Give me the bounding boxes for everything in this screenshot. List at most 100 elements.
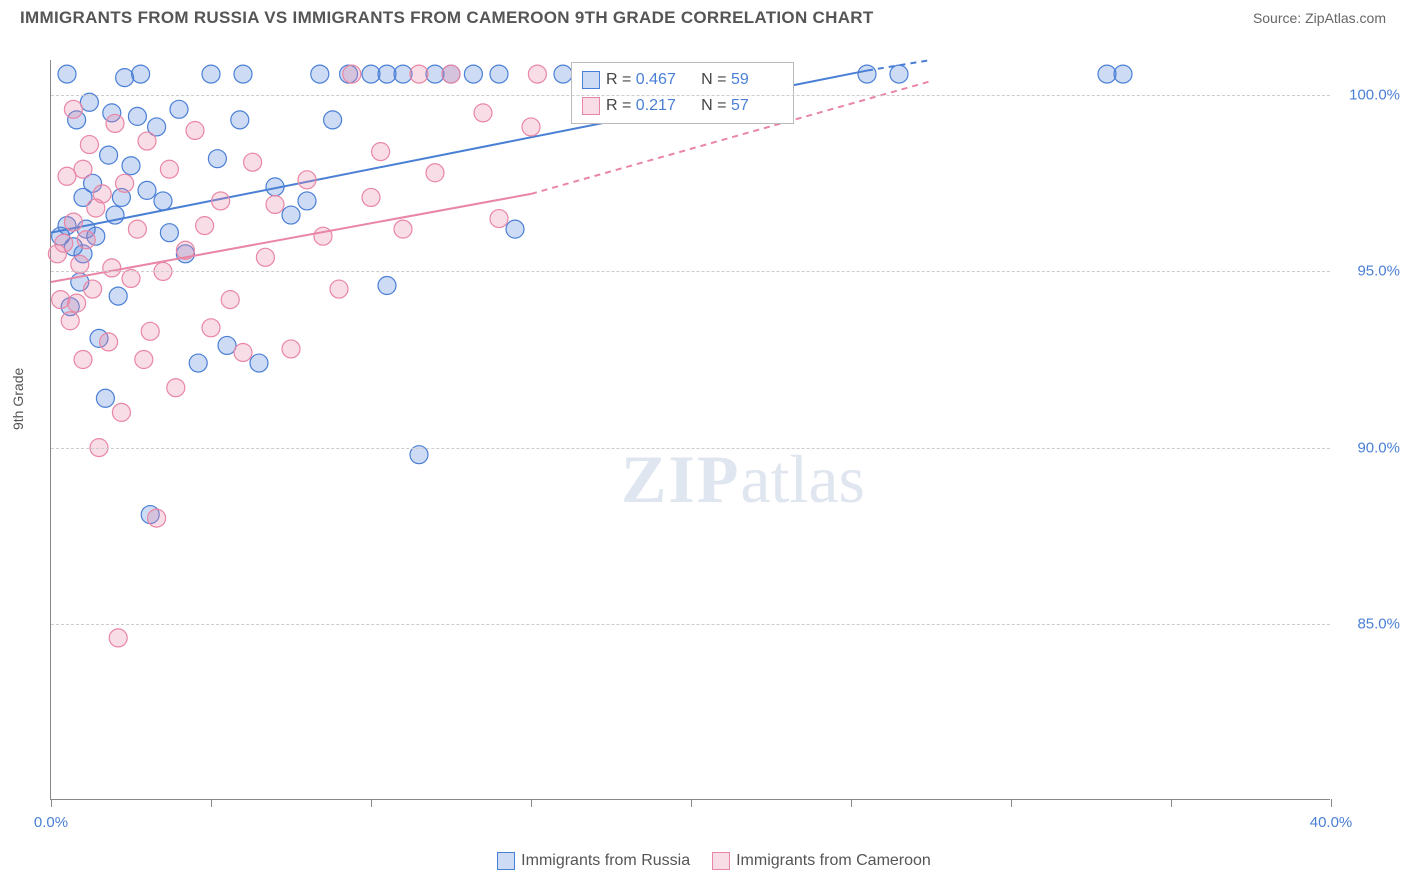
data-point xyxy=(74,351,92,369)
data-point xyxy=(314,227,332,245)
data-point xyxy=(394,65,412,83)
data-point xyxy=(282,206,300,224)
data-point xyxy=(343,65,361,83)
data-point xyxy=(426,65,444,83)
data-point xyxy=(464,65,482,83)
data-point xyxy=(250,354,268,372)
data-point xyxy=(132,65,150,83)
data-point xyxy=(890,65,908,83)
data-point xyxy=(122,157,140,175)
x-tick xyxy=(851,799,852,807)
x-tick xyxy=(1331,799,1332,807)
data-point xyxy=(378,277,396,295)
x-tick xyxy=(531,799,532,807)
y-tick-label: 85.0% xyxy=(1340,615,1400,632)
plot-svg xyxy=(51,60,1331,800)
data-point xyxy=(490,210,508,228)
stat-r-value: 0.467 xyxy=(636,67,688,93)
data-point xyxy=(167,379,185,397)
data-point xyxy=(528,65,546,83)
stats-legend-box: R = 0.467 N = 59R = 0.217 N = 57 xyxy=(571,62,794,124)
data-point xyxy=(234,343,252,361)
data-point xyxy=(100,146,118,164)
y-tick-label: 90.0% xyxy=(1340,439,1400,456)
gridline xyxy=(51,271,1330,272)
legend-swatch-icon xyxy=(497,852,515,870)
data-point xyxy=(128,107,146,125)
data-point xyxy=(58,167,76,185)
data-point xyxy=(189,354,207,372)
data-point xyxy=(103,259,121,277)
stats-row: R = 0.217 N = 57 xyxy=(582,93,783,119)
data-point xyxy=(135,351,153,369)
data-point xyxy=(160,224,178,242)
data-point xyxy=(93,185,111,203)
data-point xyxy=(116,174,134,192)
data-point xyxy=(148,509,166,527)
series-swatch-icon xyxy=(582,71,600,89)
data-point xyxy=(208,150,226,168)
data-point xyxy=(68,294,86,312)
data-point xyxy=(522,118,540,136)
data-point xyxy=(77,231,95,249)
data-point xyxy=(858,65,876,83)
data-point xyxy=(74,160,92,178)
data-point xyxy=(362,188,380,206)
gridline xyxy=(51,95,1330,96)
data-point xyxy=(186,121,204,139)
data-point xyxy=(1098,65,1116,83)
data-point xyxy=(490,65,508,83)
legend-label: Immigrants from Cameroon xyxy=(736,852,931,869)
stat-n-label: N = xyxy=(701,97,731,114)
data-point xyxy=(196,217,214,235)
data-point xyxy=(212,192,230,210)
data-point xyxy=(170,100,188,118)
data-point xyxy=(426,164,444,182)
data-point xyxy=(298,192,316,210)
data-point xyxy=(266,195,284,213)
legend-label: Immigrants from Russia xyxy=(521,852,690,869)
stat-n-value: 59 xyxy=(731,67,783,93)
data-point xyxy=(442,65,460,83)
data-point xyxy=(362,65,380,83)
gridline xyxy=(51,448,1330,449)
legend-swatch-icon xyxy=(712,852,730,870)
chart-title: IMMIGRANTS FROM RUSSIA VS IMMIGRANTS FRO… xyxy=(20,8,874,28)
data-point xyxy=(231,111,249,129)
data-point xyxy=(84,280,102,298)
data-point xyxy=(554,65,572,83)
stat-r-value: 0.217 xyxy=(636,93,688,119)
data-point xyxy=(116,69,134,87)
data-point xyxy=(506,220,524,238)
data-point xyxy=(52,291,70,309)
bottom-legend: Immigrants from Russia Immigrants from Ca… xyxy=(0,852,1406,870)
stat-r-label: R = xyxy=(606,97,636,114)
data-point xyxy=(410,65,428,83)
data-point xyxy=(154,192,172,210)
x-tick-label: 0.0% xyxy=(34,814,68,831)
data-point xyxy=(378,65,396,83)
data-point xyxy=(64,213,82,231)
data-point xyxy=(221,291,239,309)
data-point xyxy=(218,336,236,354)
data-point xyxy=(298,171,316,189)
stat-n-label: N = xyxy=(701,71,731,88)
data-point xyxy=(1114,65,1132,83)
data-point xyxy=(234,65,252,83)
stat-r-label: R = xyxy=(606,71,636,88)
data-point xyxy=(64,100,82,118)
stats-row: R = 0.467 N = 59 xyxy=(582,67,783,93)
data-point xyxy=(58,65,76,83)
data-point xyxy=(311,65,329,83)
data-point xyxy=(138,181,156,199)
data-point xyxy=(96,389,114,407)
data-point xyxy=(160,160,178,178)
x-tick xyxy=(51,799,52,807)
data-point xyxy=(282,340,300,358)
stat-n-value: 57 xyxy=(731,93,783,119)
x-tick-label: 40.0% xyxy=(1310,814,1353,831)
data-point xyxy=(100,333,118,351)
data-point xyxy=(202,65,220,83)
data-point xyxy=(474,104,492,122)
x-tick xyxy=(691,799,692,807)
